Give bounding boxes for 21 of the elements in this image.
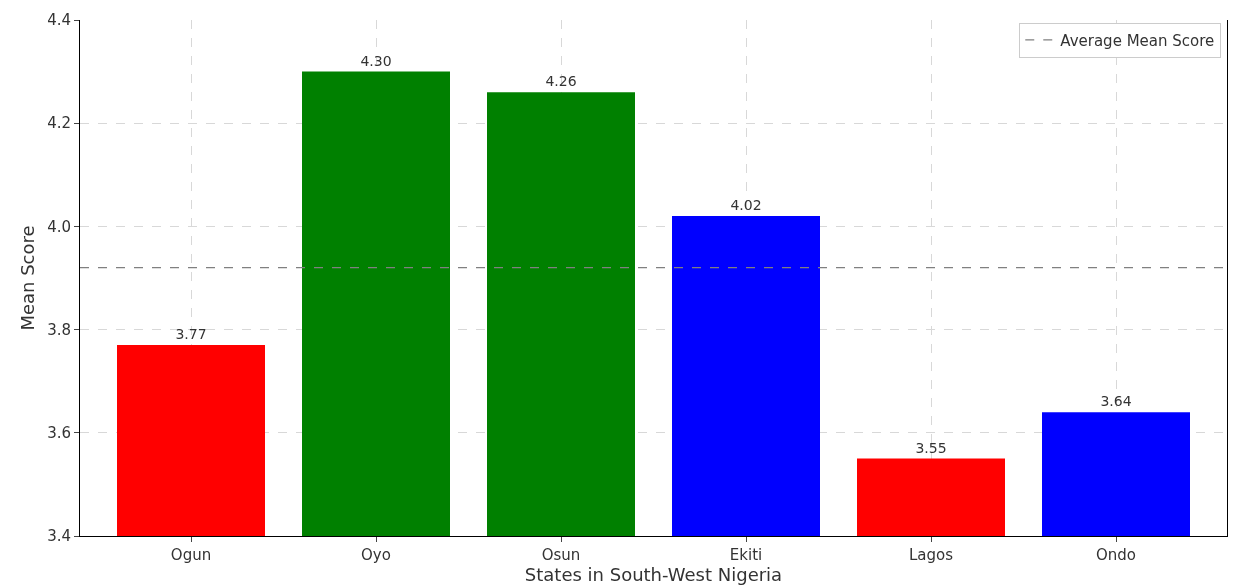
legend-label: Average Mean Score	[1060, 31, 1215, 50]
y-tick-label: 4.2	[47, 114, 71, 133]
y-axis-title: Mean Score	[17, 225, 38, 331]
x-tick-label: Ondo	[1095, 546, 1137, 564]
data-label: 4.26	[545, 73, 577, 90]
x-tick-label: Oyo	[361, 546, 391, 564]
y-tick-label: 3.4	[47, 527, 71, 546]
data-label: 3.64	[1100, 393, 1132, 410]
x-tick-label: Osun	[541, 546, 581, 564]
x-tick-label: Ekiti	[729, 546, 763, 564]
y-tick-label: 3.6	[47, 424, 71, 443]
y-tick-label: 4.4	[47, 11, 71, 30]
data-label: 3.55	[915, 439, 947, 456]
x-axis-title: States in South-West Nigeria	[524, 564, 783, 585]
x-tick-label: Ogun	[170, 546, 212, 564]
data-label: 4.30	[360, 52, 392, 69]
y-tick-label: 3.8	[47, 320, 71, 339]
data-label: 3.77	[175, 326, 207, 343]
y-tick-label: 4.0	[47, 217, 71, 236]
x-tick-label: Lagos	[908, 546, 954, 564]
data-label: 4.02	[730, 197, 762, 214]
